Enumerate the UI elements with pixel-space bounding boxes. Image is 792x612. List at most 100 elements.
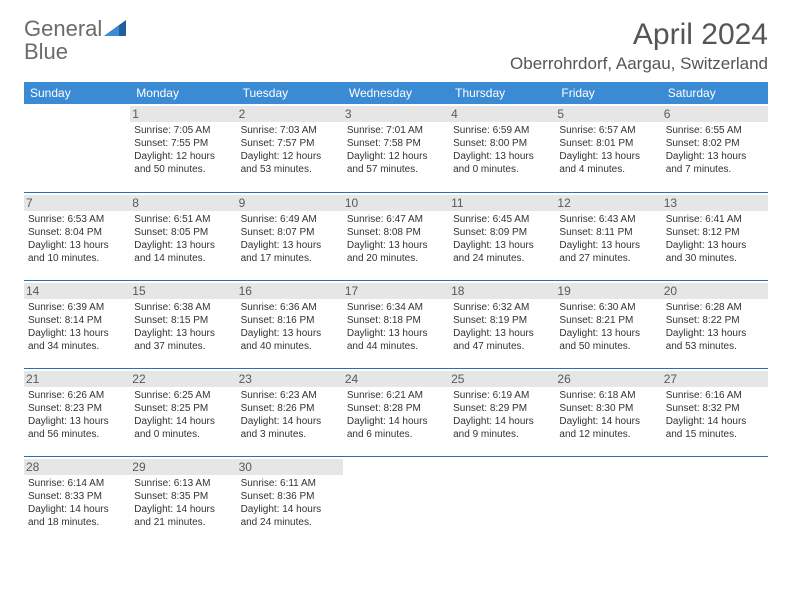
weekday-header: Sunday [24, 82, 130, 104]
day-details: Sunrise: 6:26 AMSunset: 8:23 PMDaylight:… [28, 389, 126, 441]
calendar-week-row: 7Sunrise: 6:53 AMSunset: 8:04 PMDaylight… [24, 192, 768, 280]
calendar-week-row: 28 Sunrise: 6:14 AMSunset: 8:33 PMDayligh… [24, 456, 768, 544]
header: General Blue April 2024 Oberrohrdorf, Aa… [24, 18, 768, 74]
day-details: Sunrise: 6:36 AMSunset: 8:16 PMDaylight:… [241, 301, 339, 353]
day-details: Sunrise: 6:43 AMSunset: 8:11 PMDaylight:… [559, 213, 657, 265]
calendar-day-cell: 24 Sunrise: 6:21 AMSunset: 8:28 PMDayligh… [343, 368, 449, 456]
logo-word2: Blue [24, 39, 68, 64]
calendar-day-cell: 4 Sunrise: 6:59 AMSunset: 8:00 PMDaylight… [449, 104, 555, 192]
day-details: Sunrise: 6:59 AMSunset: 8:00 PMDaylight:… [453, 124, 551, 176]
day-number: 13 [662, 195, 768, 211]
weekday-header: Tuesday [237, 82, 343, 104]
calendar-day-cell [449, 456, 555, 544]
calendar-body: 1 Sunrise: 7:05 AMSunset: 7:55 PMDaylight… [24, 104, 768, 544]
calendar-day-cell: 25Sunrise: 6:19 AMSunset: 8:29 PMDayligh… [449, 368, 555, 456]
logo: General Blue [24, 18, 126, 64]
calendar-day-cell: 19Sunrise: 6:30 AMSunset: 8:21 PMDayligh… [555, 280, 661, 368]
calendar-day-cell: 18 Sunrise: 6:32 AMSunset: 8:19 PMDayligh… [449, 280, 555, 368]
day-number: 26 [555, 371, 661, 387]
calendar-day-cell: 7Sunrise: 6:53 AMSunset: 8:04 PMDaylight… [24, 192, 130, 280]
calendar-day-cell: 10 Sunrise: 6:47 AMSunset: 8:08 PMDayligh… [343, 192, 449, 280]
day-number: 25 [449, 371, 555, 387]
logo-triangle-icon [104, 23, 126, 40]
calendar-day-cell: 2 Sunrise: 7:03 AMSunset: 7:57 PMDaylight… [237, 104, 343, 192]
day-number: 28 [24, 459, 130, 475]
calendar-day-cell: 20Sunrise: 6:28 AMSunset: 8:22 PMDayligh… [662, 280, 768, 368]
day-details: Sunrise: 6:41 AMSunset: 8:12 PMDaylight:… [666, 213, 764, 265]
day-number: 9 [237, 195, 343, 211]
weekday-header: Monday [130, 82, 236, 104]
weekday-header: Friday [555, 82, 661, 104]
calendar-day-cell: 21 Sunrise: 6:26 AMSunset: 8:23 PMDayligh… [24, 368, 130, 456]
day-details: Sunrise: 7:03 AMSunset: 7:57 PMDaylight:… [241, 124, 339, 176]
calendar-day-cell: 12 Sunrise: 6:43 AMSunset: 8:11 PMDayligh… [555, 192, 661, 280]
calendar-week-row: 1 Sunrise: 7:05 AMSunset: 7:55 PMDaylight… [24, 104, 768, 192]
day-details: Sunrise: 6:39 AMSunset: 8:14 PMDaylight:… [28, 301, 126, 353]
calendar-day-cell: 5 Sunrise: 6:57 AMSunset: 8:01 PMDaylight… [555, 104, 661, 192]
day-details: Sunrise: 6:18 AMSunset: 8:30 PMDaylight:… [559, 389, 657, 441]
day-details: Sunrise: 6:49 AMSunset: 8:07 PMDaylight:… [241, 213, 339, 265]
calendar-day-cell: 28 Sunrise: 6:14 AMSunset: 8:33 PMDayligh… [24, 456, 130, 544]
day-number: 22 [130, 371, 236, 387]
day-number: 11 [449, 195, 555, 211]
calendar-day-cell: 30Sunrise: 6:11 AMSunset: 8:36 PMDayligh… [237, 456, 343, 544]
calendar-day-cell: 27 Sunrise: 6:16 AMSunset: 8:32 PMDayligh… [662, 368, 768, 456]
day-number: 3 [343, 106, 449, 122]
day-details: Sunrise: 6:16 AMSunset: 8:32 PMDaylight:… [666, 389, 764, 441]
day-number: 29 [130, 459, 236, 475]
day-number: 27 [662, 371, 768, 387]
day-number: 19 [555, 283, 661, 299]
day-details: Sunrise: 6:13 AMSunset: 8:35 PMDaylight:… [134, 477, 232, 529]
calendar-day-cell [24, 104, 130, 192]
day-number: 10 [343, 195, 449, 211]
day-details: Sunrise: 7:05 AMSunset: 7:55 PMDaylight:… [134, 124, 232, 176]
day-details: Sunrise: 6:34 AMSunset: 8:18 PMDaylight:… [347, 301, 445, 353]
day-details: Sunrise: 6:32 AMSunset: 8:19 PMDaylight:… [453, 301, 551, 353]
day-number: 4 [449, 106, 555, 122]
day-number: 23 [237, 371, 343, 387]
day-number: 1 [130, 106, 236, 122]
calendar-day-cell: 14Sunrise: 6:39 AMSunset: 8:14 PMDayligh… [24, 280, 130, 368]
month-title: April 2024 [510, 18, 768, 52]
calendar-day-cell: 8 Sunrise: 6:51 AMSunset: 8:05 PMDaylight… [130, 192, 236, 280]
day-number: 5 [555, 106, 661, 122]
day-number: 24 [343, 371, 449, 387]
calendar-day-cell: 16 Sunrise: 6:36 AMSunset: 8:16 PMDayligh… [237, 280, 343, 368]
weekday-header: Saturday [662, 82, 768, 104]
day-details: Sunrise: 6:11 AMSunset: 8:36 PMDaylight:… [241, 477, 339, 529]
day-number: 8 [130, 195, 236, 211]
day-details: Sunrise: 6:45 AMSunset: 8:09 PMDaylight:… [453, 213, 551, 265]
calendar-day-cell [555, 456, 661, 544]
calendar-day-cell: 23 Sunrise: 6:23 AMSunset: 8:26 PMDayligh… [237, 368, 343, 456]
weekday-header: Thursday [449, 82, 555, 104]
day-details: Sunrise: 6:28 AMSunset: 8:22 PMDaylight:… [666, 301, 764, 353]
day-details: Sunrise: 6:23 AMSunset: 8:26 PMDaylight:… [241, 389, 339, 441]
calendar-day-cell: 6 Sunrise: 6:55 AMSunset: 8:02 PMDaylight… [662, 104, 768, 192]
title-block: April 2024 Oberrohrdorf, Aargau, Switzer… [510, 18, 768, 74]
day-details: Sunrise: 6:55 AMSunset: 8:02 PMDaylight:… [666, 124, 764, 176]
calendar-day-cell: 22 Sunrise: 6:25 AMSunset: 8:25 PMDayligh… [130, 368, 236, 456]
day-details: Sunrise: 6:51 AMSunset: 8:05 PMDaylight:… [134, 213, 232, 265]
day-number: 17 [343, 283, 449, 299]
calendar-table: SundayMondayTuesdayWednesdayThursdayFrid… [24, 82, 768, 544]
day-details: Sunrise: 6:47 AMSunset: 8:08 PMDaylight:… [347, 213, 445, 265]
day-number: 15 [130, 283, 236, 299]
day-details: Sunrise: 6:14 AMSunset: 8:33 PMDaylight:… [28, 477, 126, 529]
day-details: Sunrise: 6:25 AMSunset: 8:25 PMDaylight:… [134, 389, 232, 441]
calendar-day-cell: 1 Sunrise: 7:05 AMSunset: 7:55 PMDaylight… [130, 104, 236, 192]
day-number: 18 [449, 283, 555, 299]
day-details: Sunrise: 7:01 AMSunset: 7:58 PMDaylight:… [347, 124, 445, 176]
calendar-day-cell [662, 456, 768, 544]
day-number: 16 [237, 283, 343, 299]
day-number: 6 [662, 106, 768, 122]
calendar-day-cell: 29 Sunrise: 6:13 AMSunset: 8:35 PMDayligh… [130, 456, 236, 544]
day-details: Sunrise: 6:21 AMSunset: 8:28 PMDaylight:… [347, 389, 445, 441]
day-details: Sunrise: 6:57 AMSunset: 8:01 PMDaylight:… [559, 124, 657, 176]
calendar-week-row: 14Sunrise: 6:39 AMSunset: 8:14 PMDayligh… [24, 280, 768, 368]
day-details: Sunrise: 6:53 AMSunset: 8:04 PMDaylight:… [28, 213, 126, 265]
calendar-day-cell: 11 Sunrise: 6:45 AMSunset: 8:09 PMDayligh… [449, 192, 555, 280]
day-number: 2 [237, 106, 343, 122]
day-number: 21 [24, 371, 130, 387]
calendar-day-cell: 13 Sunrise: 6:41 AMSunset: 8:12 PMDayligh… [662, 192, 768, 280]
day-number: 12 [555, 195, 661, 211]
